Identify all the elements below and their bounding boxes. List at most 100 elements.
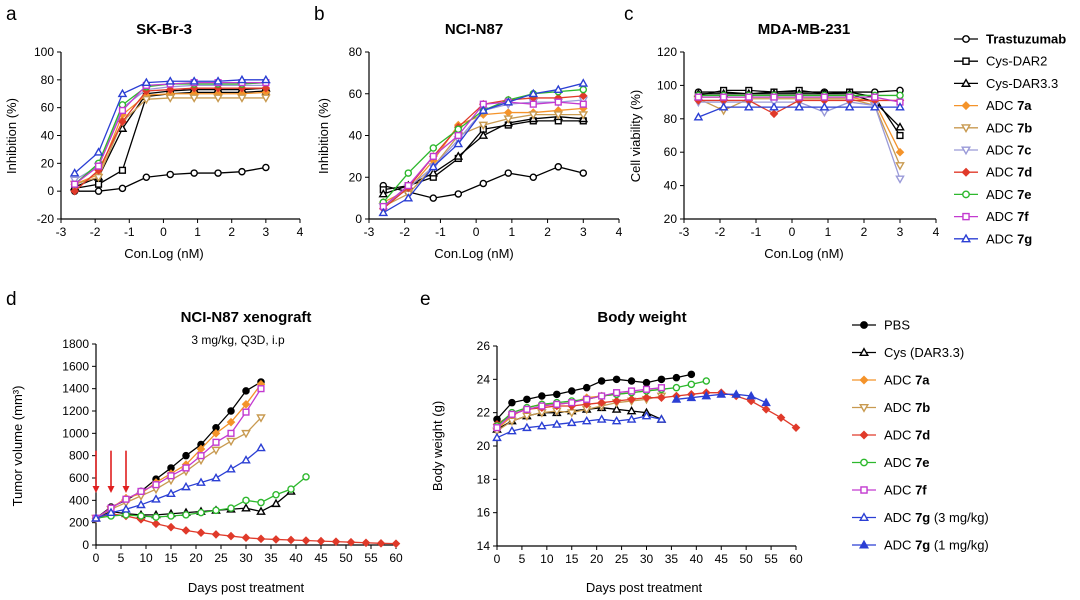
legend-marker [960, 233, 972, 243]
x-tick-label: -3 [679, 225, 690, 239]
data-point [687, 380, 696, 389]
panel-e: e Body weight Days post treatment Body w… [420, 289, 803, 595]
legend-label: ADC 7e [884, 455, 930, 470]
data-point [181, 481, 191, 491]
legend-marker [859, 375, 869, 385]
legend-item-adc-7g-1-mg-kg: ADC 7g (1 mg/kg) [852, 538, 989, 553]
series-adc-7g [378, 78, 589, 217]
data-point [137, 512, 145, 520]
legend-label: Cys-DAR2 [986, 54, 1047, 69]
legend-item-pbs: PBS [852, 318, 910, 333]
data-point [478, 121, 489, 131]
y-tick-label: -20 [37, 212, 55, 226]
legend-item-adc-7a: ADC 7a [852, 373, 930, 388]
legend-marker [858, 539, 870, 549]
y-tick-label: 0 [355, 212, 362, 226]
data-point [429, 194, 438, 202]
data-point [376, 539, 386, 548]
data-point [672, 373, 681, 382]
legend-item-adc-7e: ADC 7e [954, 187, 1032, 202]
series-adc-7f [493, 384, 666, 432]
data-point [141, 77, 152, 87]
data-point [895, 122, 905, 131]
y-tick-label: 18 [477, 472, 491, 486]
data-point [642, 393, 651, 402]
data-point [611, 415, 622, 425]
x-tick-label: -1 [751, 225, 762, 239]
data-point [227, 504, 235, 512]
legend-item-cys-dar3-3: Cys (DAR3.3) [852, 345, 964, 360]
data-point [687, 370, 696, 379]
x-tick-label: 4 [933, 225, 940, 239]
x-axis-title-d: Days post treatment [188, 580, 305, 595]
data-point [791, 423, 801, 432]
data-point [213, 83, 223, 93]
series-line [74, 91, 266, 185]
series-trastuzumab [379, 163, 588, 202]
data-point [106, 507, 116, 517]
legend-label: ADC 7g (1 mg/kg) [884, 538, 989, 553]
plot-area-e: 0 5 10 15 20 25 30 35 40 45 50 55 60 14 16 18 20 22 24 26 [477, 339, 803, 566]
data-point [189, 76, 199, 85]
data-point [428, 168, 439, 177]
data-point [795, 93, 803, 101]
y-tick-label: 0 [82, 538, 89, 552]
legend-label: ADC 7f [986, 209, 1029, 224]
x-tick-label: 50 [339, 551, 353, 565]
data-point [627, 377, 636, 385]
legend-marker [860, 458, 868, 467]
panel-title-c: MDA-MB-231 [758, 21, 851, 38]
x-tick-label: 30 [640, 552, 654, 566]
x-axis-title-a: Con.Log (nM) [124, 246, 203, 261]
legend-item-cys-dar3-3: Cys-DAR3.3 [954, 76, 1058, 91]
y-tick-label: 1200 [62, 404, 89, 418]
x-tick-label: -1 [124, 225, 135, 239]
x-tick-label: -2 [399, 225, 410, 239]
legend-label: ADC 7g [986, 231, 1032, 246]
data-point [566, 409, 577, 418]
data-point [479, 179, 488, 188]
data-point [553, 390, 561, 399]
data-point [241, 429, 251, 439]
data-point [241, 455, 251, 464]
x-tick-label: 1 [825, 225, 832, 239]
legend-label: ADC 7g (3 mg/kg) [884, 510, 989, 525]
data-point [212, 506, 220, 515]
data-point [212, 438, 220, 446]
x-tick-label: 35 [264, 551, 278, 565]
data-point [538, 392, 546, 400]
data-point [537, 420, 547, 430]
data-point [656, 414, 667, 423]
data-point [478, 130, 489, 139]
y-tick-label: 40 [664, 179, 678, 193]
x-axis-title-b: Con.Log (nM) [434, 246, 513, 261]
data-point [794, 102, 805, 111]
data-point [94, 162, 103, 170]
legend-item-adc-7b: ADC 7b [852, 400, 930, 415]
legend-marker [960, 124, 972, 134]
legend-item-adc-7g: ADC 7g [954, 231, 1032, 246]
data-point [716, 389, 727, 398]
data-point [261, 74, 271, 84]
data-point [492, 432, 502, 442]
data-point [227, 429, 235, 437]
y-tick-label: 20 [41, 156, 55, 170]
legend-marker [860, 321, 868, 329]
data-point [523, 405, 531, 413]
x-tick-label: 0 [93, 551, 100, 565]
data-point [493, 424, 501, 432]
series-adc-7g-3-mg-kg [492, 410, 667, 442]
data-point [769, 102, 779, 111]
legend-label: ADC 7b [986, 120, 1032, 135]
y-tick-label: 60 [41, 101, 55, 115]
legend-marker [962, 212, 970, 221]
data-point [820, 93, 828, 101]
data-point [528, 88, 539, 98]
data-point [262, 163, 270, 172]
x-tick-label: 4 [297, 225, 304, 239]
x-tick-label: 40 [690, 552, 704, 566]
series-adc-7f [379, 98, 587, 211]
data-point [554, 98, 562, 106]
x-tick-label: 50 [739, 552, 753, 566]
data-point [529, 100, 537, 108]
